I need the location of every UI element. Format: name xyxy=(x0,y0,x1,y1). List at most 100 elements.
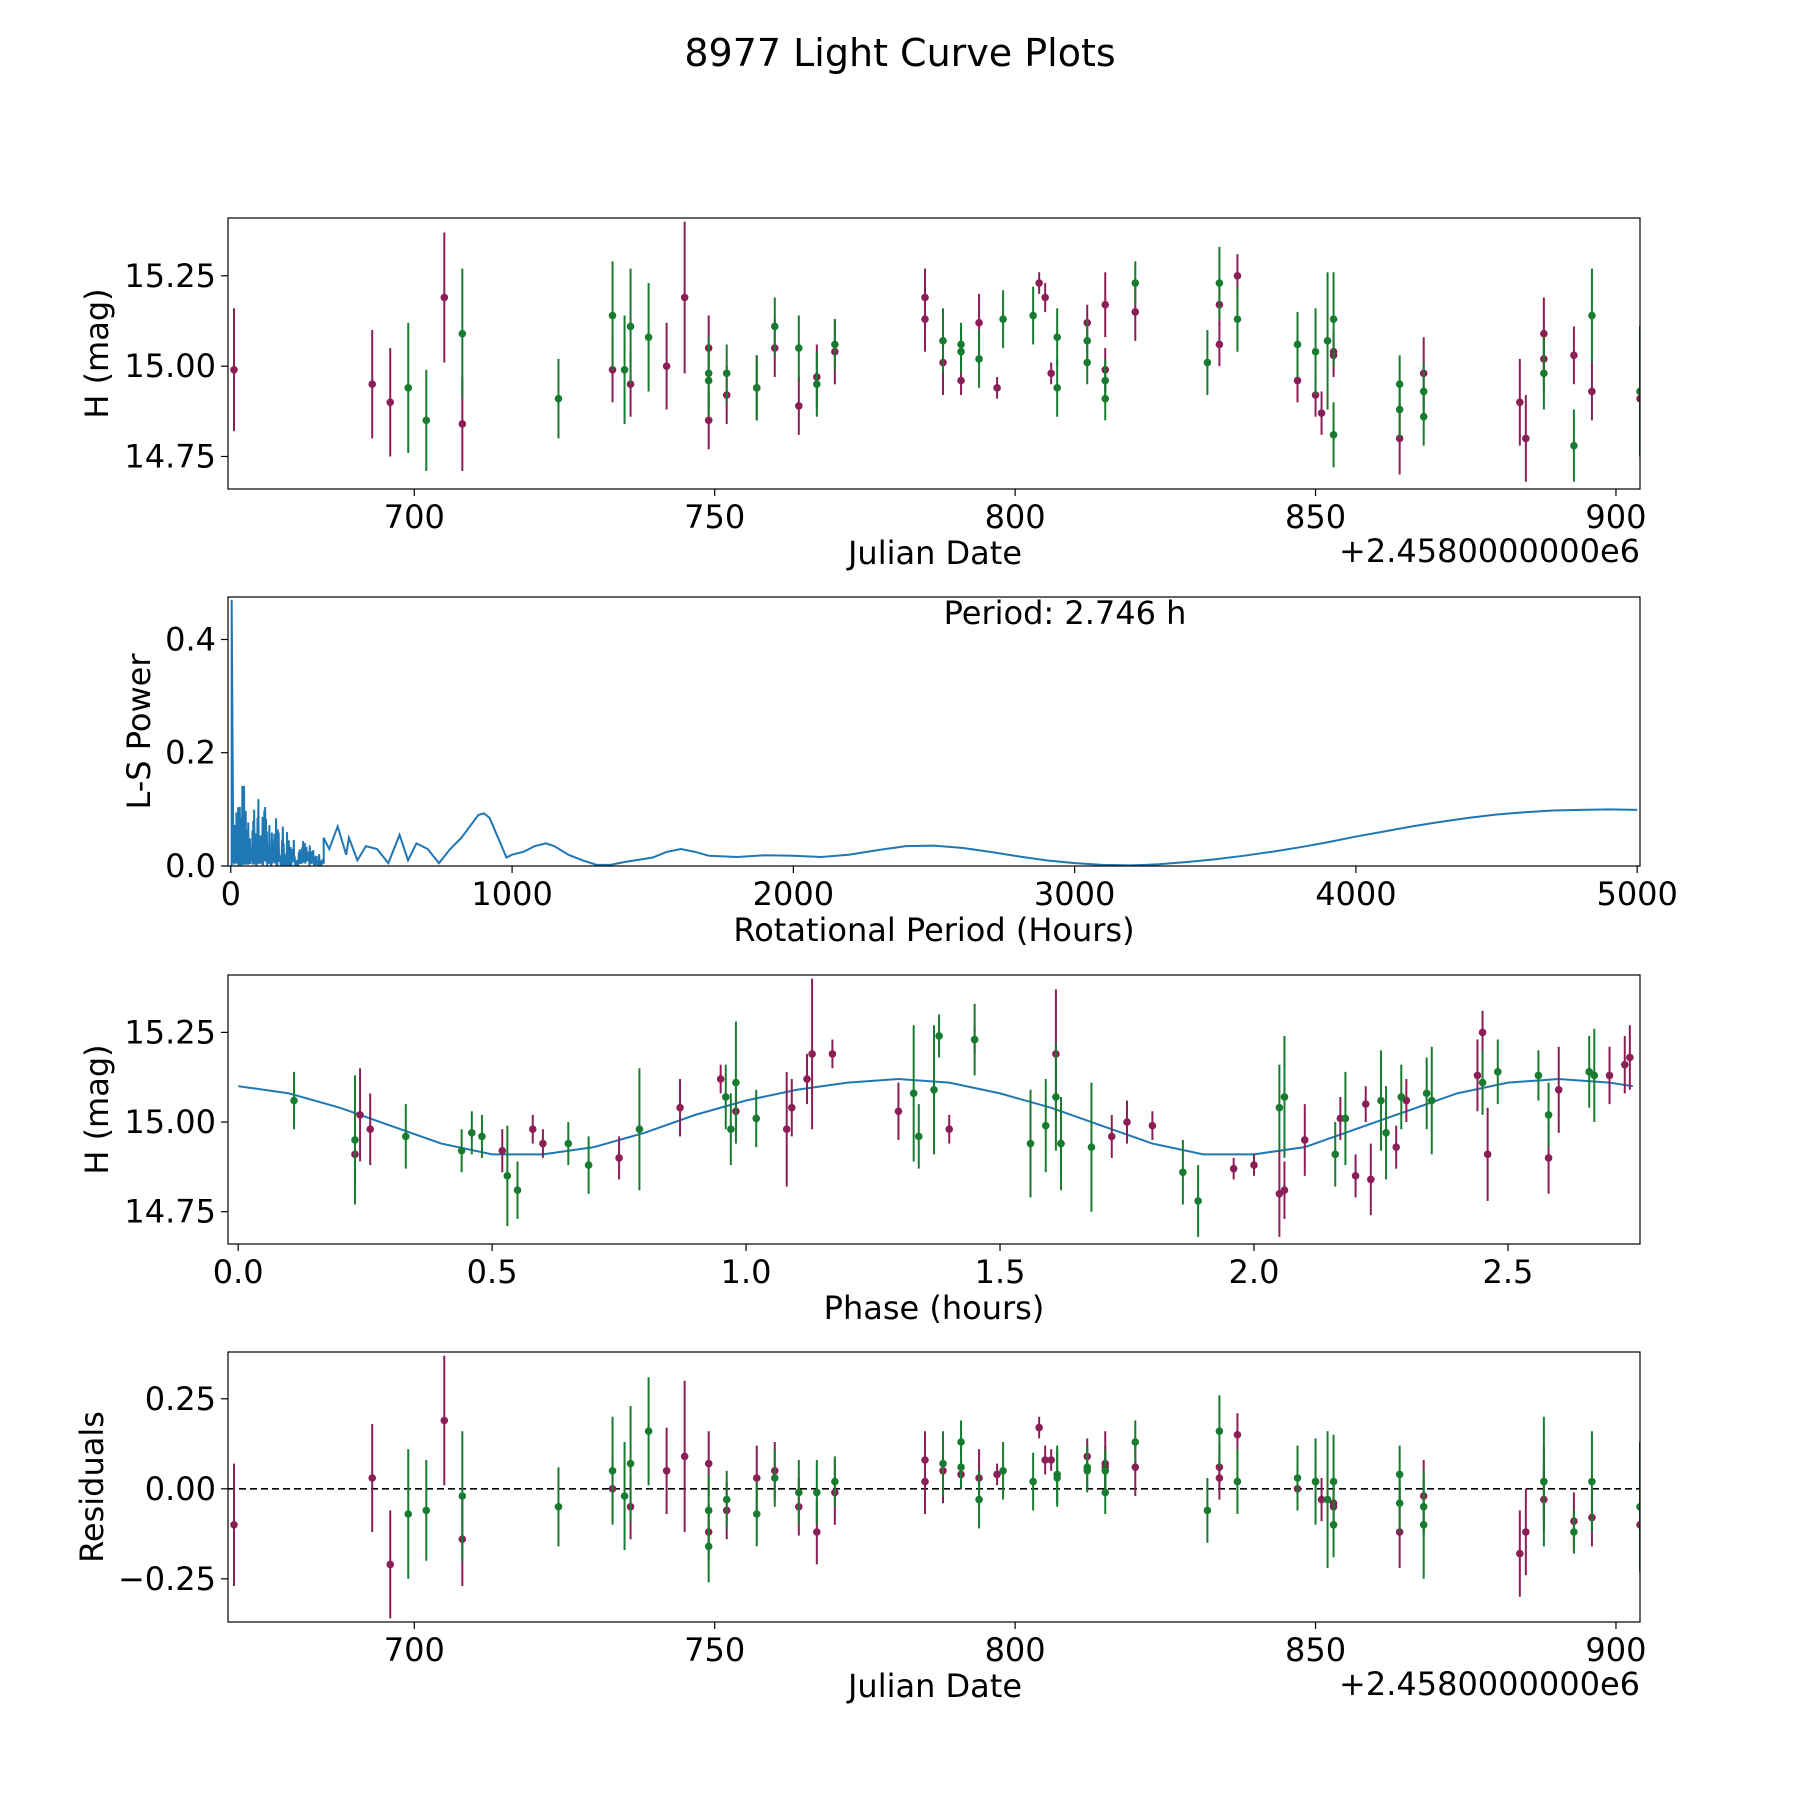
data-point xyxy=(1540,369,1548,378)
data-point xyxy=(1215,1427,1224,1435)
data-point xyxy=(457,1146,466,1155)
x-axis-label: Julian Date xyxy=(846,1667,1022,1705)
data-point xyxy=(1131,279,1140,287)
data-point xyxy=(458,329,467,338)
data-point xyxy=(1544,1154,1553,1162)
data-point xyxy=(498,1146,507,1155)
data-point xyxy=(401,1132,410,1141)
data-point xyxy=(1035,279,1043,287)
data-point xyxy=(782,1125,791,1134)
data-point xyxy=(921,1456,929,1464)
periodogram-panel: 0 1000 2000 3000 4000 5000 0.0 0.2 0.4 Rotational… xyxy=(120,594,1678,949)
y-axis-label: H (mag) xyxy=(78,1044,116,1174)
data-point xyxy=(704,1542,713,1551)
data-point xyxy=(752,1510,761,1518)
y-tick-label: 15.25 xyxy=(124,1013,216,1051)
data-point xyxy=(644,1427,653,1435)
residuals-panel: 700 750 800 850 900 −0.25 0.00 0.25 Julian Date R… xyxy=(73,1351,1647,1705)
data-point xyxy=(1250,1161,1258,1169)
data-point xyxy=(1570,441,1578,450)
data-point xyxy=(1203,358,1212,367)
data-point xyxy=(1087,1143,1096,1151)
data-point xyxy=(676,1103,684,1112)
data-point xyxy=(368,380,377,389)
data-point xyxy=(1534,1071,1543,1080)
data-point xyxy=(1351,1172,1360,1180)
data-point xyxy=(1107,1132,1116,1141)
data-point xyxy=(1478,1028,1487,1037)
data-point xyxy=(1323,1495,1332,1504)
y-tick-label: 14.75 xyxy=(124,1193,216,1231)
data-point xyxy=(1101,1467,1110,1475)
x-axis-label: Julian Date xyxy=(846,534,1022,572)
x-tick-label: 0 xyxy=(221,875,241,913)
x-tick-label: 2.0 xyxy=(1229,1253,1280,1291)
data-point xyxy=(440,293,449,302)
data-point xyxy=(1047,1456,1055,1464)
data-point xyxy=(620,365,629,374)
data-point xyxy=(704,1506,713,1515)
data-point xyxy=(1179,1168,1187,1177)
data-point xyxy=(1275,1103,1284,1112)
data-point xyxy=(808,1050,816,1058)
data-point xyxy=(356,1111,364,1119)
data-point xyxy=(752,1474,761,1482)
data-point xyxy=(1427,1096,1436,1105)
y-tick-label: 0.00 xyxy=(145,1470,216,1508)
data-point xyxy=(1395,380,1404,389)
data-point xyxy=(1123,1118,1131,1126)
data-point xyxy=(1148,1121,1157,1130)
data-point xyxy=(1397,1093,1406,1101)
data-point xyxy=(704,1459,713,1468)
data-point xyxy=(722,369,731,378)
data-point xyxy=(1626,1053,1634,1062)
x-tick-label: 3000 xyxy=(1034,875,1115,913)
plot-area xyxy=(228,1355,1640,1619)
data-point xyxy=(945,1125,954,1134)
data-point xyxy=(467,1129,476,1137)
x-tick-label: 1.5 xyxy=(975,1253,1026,1291)
data-point xyxy=(914,1132,923,1141)
data-point xyxy=(1516,398,1524,407)
data-point xyxy=(1382,1129,1390,1137)
data-point xyxy=(831,340,839,349)
data-point xyxy=(608,1467,617,1475)
data-point xyxy=(993,384,1001,392)
data-point xyxy=(386,398,395,407)
y-axis-label: H (mag) xyxy=(78,288,116,418)
y-axis-label: Residuals xyxy=(73,1411,111,1563)
axes-frame xyxy=(227,217,1641,490)
data-point xyxy=(564,1139,573,1148)
data-point xyxy=(626,1459,635,1468)
data-point xyxy=(230,365,238,374)
data-point xyxy=(935,1032,943,1040)
y-axis-label: L-S Power xyxy=(120,653,158,810)
x-tick-label: 800 xyxy=(985,498,1046,536)
data-point xyxy=(970,1035,979,1044)
data-point xyxy=(1317,409,1326,417)
x-tick-label: 5000 xyxy=(1596,875,1677,913)
data-point xyxy=(1544,1111,1553,1119)
data-point xyxy=(1280,1186,1289,1194)
data-point xyxy=(644,333,653,342)
data-point xyxy=(831,1477,839,1486)
data-point xyxy=(1329,431,1338,439)
data-point xyxy=(1052,1093,1060,1101)
data-point xyxy=(1554,1085,1563,1094)
data-point xyxy=(813,1488,821,1497)
data-point xyxy=(1377,1096,1385,1105)
data-point xyxy=(721,1093,730,1101)
periodogram-line xyxy=(230,599,1638,866)
data-point xyxy=(813,1528,821,1536)
data-point xyxy=(1131,1438,1140,1446)
data-point xyxy=(554,394,563,403)
data-point xyxy=(1293,1474,1302,1482)
data-point xyxy=(999,315,1007,323)
x-tick-label: 900 xyxy=(1585,498,1646,536)
data-point xyxy=(1026,1139,1035,1148)
data-point xyxy=(1329,1477,1338,1486)
data-point xyxy=(1215,340,1224,349)
data-point xyxy=(1620,1060,1629,1069)
data-point xyxy=(1419,1521,1428,1529)
data-point xyxy=(1588,387,1596,396)
